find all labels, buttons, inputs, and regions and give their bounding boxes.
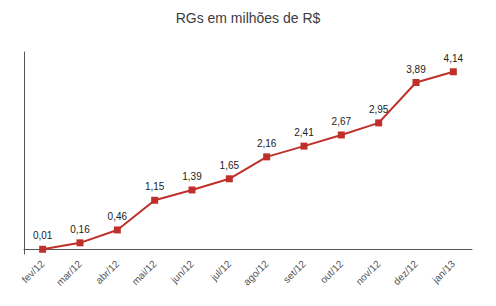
svg-text:0,46: 0,46 [108,211,128,222]
svg-text:jan/13: jan/13 [429,258,457,286]
svg-text:4,14: 4,14 [444,53,464,64]
svg-text:out/12: out/12 [318,258,346,286]
svg-text:mar/12: mar/12 [54,258,84,288]
svg-text:3,89: 3,89 [406,64,426,75]
svg-text:jun/12: jun/12 [168,258,196,286]
svg-text:2,67: 2,67 [332,116,352,127]
svg-text:1,39: 1,39 [182,171,202,182]
svg-text:RGs em milhões de R$: RGs em milhões de R$ [176,10,321,26]
svg-text:1,15: 1,15 [145,181,165,192]
svg-text:fev/12: fev/12 [20,258,47,285]
svg-text:abr/12: abr/12 [93,258,121,286]
svg-text:nov/12: nov/12 [354,258,383,287]
svg-text:2,16: 2,16 [257,138,277,149]
svg-text:1,65: 1,65 [220,160,240,171]
svg-text:2,41: 2,41 [294,127,314,138]
svg-text:0,01: 0,01 [33,230,53,241]
svg-text:dez/12: dez/12 [391,258,420,287]
svg-text:ago/12: ago/12 [241,258,271,288]
svg-text:2,95: 2,95 [369,104,389,115]
svg-text:jul/12: jul/12 [208,258,234,284]
svg-text:mai/12: mai/12 [130,258,159,287]
svg-text:set/12: set/12 [281,258,308,285]
svg-text:0,16: 0,16 [70,224,90,235]
